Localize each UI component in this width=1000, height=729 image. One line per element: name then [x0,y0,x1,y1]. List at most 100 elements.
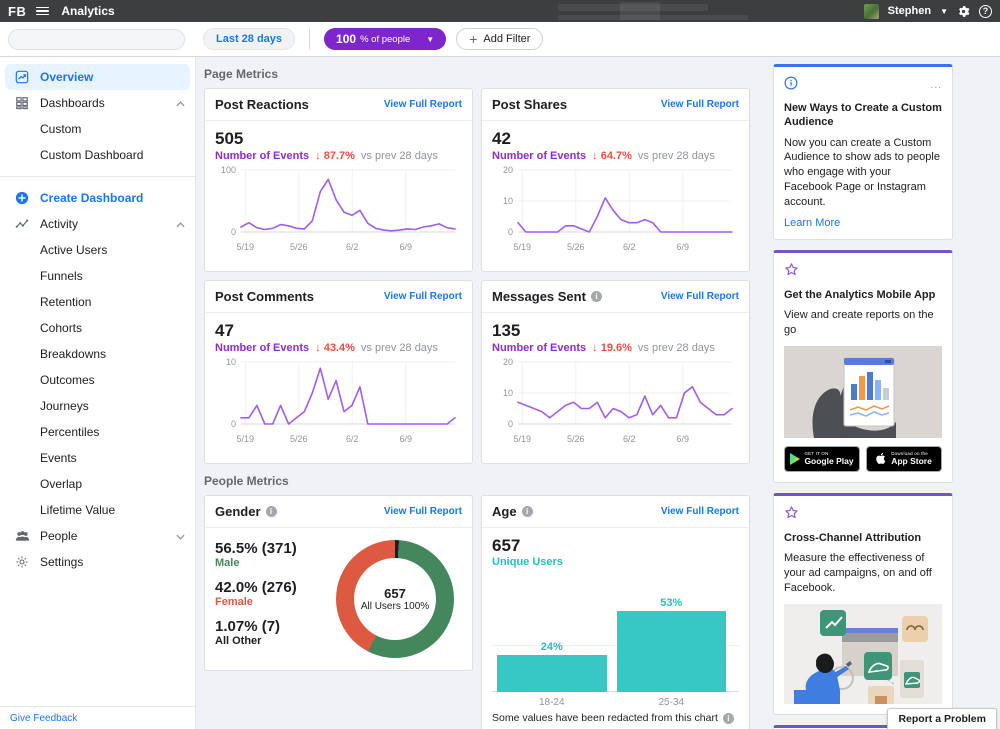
card-title: Gender i [215,504,277,519]
view-full-report-link[interactable]: View Full Report [660,99,739,110]
svg-text:6/2: 6/2 [623,242,636,252]
sidebar-item-label: Overview [40,70,94,84]
info-icon[interactable]: i [722,712,734,724]
hamburger-menu-icon[interactable] [36,6,50,16]
card-menu-button[interactable]: ... [930,79,942,91]
metric-compare: vs prev 28 days [360,342,438,354]
svg-text:5/19: 5/19 [237,434,255,444]
google-play-badge[interactable]: GET IT ON Google Play [784,445,860,472]
learn-more-link[interactable]: Learn More [784,216,841,229]
legend-label: Female [215,596,253,608]
sidebar-item-settings[interactable]: Settings [0,549,195,575]
svg-text:5/19: 5/19 [514,434,532,444]
header-artifact [558,4,708,11]
bar-category-label: 25-34 [658,697,685,708]
people-icon [14,530,30,543]
view-full-report-link[interactable]: View Full Report [383,291,462,302]
sidebar-item-lifetime-value[interactable]: Lifetime Value [0,497,195,523]
info-circle-icon [784,76,798,95]
sidebar-item-outcomes[interactable]: Outcomes [0,367,195,393]
user-menu[interactable]: Stephen [887,5,932,17]
messages-sent-card: Messages Sent i View Full Report 135 Numb… [481,280,750,464]
info-icon[interactable]: i [521,506,533,517]
post-reactions-card: Post Reactions View Full Report 505 Numb… [204,88,473,272]
date-range-button[interactable]: Last 28 days [203,28,296,50]
legend-label: Male [215,557,240,569]
svg-text:6/2: 6/2 [346,434,359,444]
report-problem-button[interactable]: Report a Problem [887,708,997,729]
metric-delta: ↓ 43.4% [315,342,355,354]
sidebar-item-dashboards[interactable]: Dashboards [0,90,195,116]
view-full-report-link[interactable]: View Full Report [660,291,739,302]
help-icon[interactable]: ? [979,4,992,18]
info-icon[interactable]: i [265,506,277,517]
app-store-badge[interactable]: Download on the App Store [866,445,942,472]
apple-icon [876,453,886,465]
sidebar-item-cohorts[interactable]: Cohorts [0,315,195,341]
legend-percent: 42.0% (276) [215,579,297,596]
add-filter-button[interactable]: + Add Filter [456,28,544,50]
settings-gear-icon[interactable] [957,5,970,18]
header-artifact [620,2,660,20]
svg-text:10: 10 [503,196,513,206]
gridline [492,645,739,646]
chevron-down-icon [176,529,185,543]
rail-card-text: Measure the effectiveness of your ad cam… [784,552,932,594]
sidebar-item-journeys[interactable]: Journeys [0,393,195,419]
svg-text:6/9: 6/9 [400,242,413,252]
view-full-report-link[interactable]: View Full Report [660,506,739,517]
sidebar-item-custom[interactable]: Custom [0,116,195,142]
search-input[interactable] [8,28,185,50]
svg-text:100: 100 [221,165,236,175]
sidebar-item-label: Percentiles [40,425,100,439]
info-icon[interactable]: i [590,291,602,302]
legend-percent: 1.07% (7) [215,618,281,635]
mobile-app-illustration [784,345,942,438]
gender-legend-item-all-other: 1.07% (7) All Other [215,618,297,647]
post-shares-card: Post Shares View Full Report 42 Number o… [481,88,750,272]
sidebar-item-people[interactable]: People [0,523,195,549]
sidebar-item-overview[interactable]: Overview [5,64,190,90]
gender-legend-item-male: 56.5% (371) Male [215,540,297,569]
filter-toolbar: Last 28 days 100 % of people ▼ + Add Fil… [0,22,1000,57]
app-title: Analytics [61,4,115,18]
svg-text:5/26: 5/26 [567,242,585,252]
donut-center-value: 657 [384,586,406,601]
sidebar-item-activity[interactable]: Activity [0,211,195,237]
view-full-report-link[interactable]: View Full Report [383,506,462,517]
chevron-up-icon [176,217,185,231]
card-title: Post Shares [492,97,568,112]
sidebar-item-overlap[interactable]: Overlap [0,471,195,497]
dashboards-icon [14,96,30,110]
gender-card: Gender i View Full Report 56.5% (371) Male… [204,495,473,671]
sidebar-item-breakdowns[interactable]: Breakdowns [0,341,195,367]
sidebar-item-percentiles[interactable]: Percentiles [0,419,195,445]
svg-text:5/19: 5/19 [514,242,532,252]
bar-value-label: 53% [660,596,683,609]
svg-text:5/26: 5/26 [290,242,308,252]
metric-value: 135 [492,321,521,340]
svg-text:0: 0 [231,419,236,429]
sidebar-item-label: Lifetime Value [40,503,116,517]
view-full-report-link[interactable]: View Full Report [383,99,462,110]
sidebar-item-funnels[interactable]: Funnels [0,263,195,289]
svg-text:6/2: 6/2 [346,242,359,252]
segment-dropdown[interactable]: 100 % of people ▼ [324,28,447,50]
metric-label: Number of Events [492,342,587,354]
svg-text:10: 10 [503,388,513,398]
bar-category-label: 18-24 [538,697,565,708]
sidebar-item-active-users[interactable]: Active Users [0,237,195,263]
avatar[interactable] [863,3,879,19]
sidebar-item-create-dashboard[interactable]: Create Dashboard [0,185,195,211]
sidebar-item-retention[interactable]: Retention [0,289,195,315]
svg-text:6/9: 6/9 [400,434,413,444]
sidebar-item-custom-dashboard[interactable]: Custom Dashboard [0,142,195,168]
gender-donut-chart: 657 All Users 100% [336,540,454,658]
custom-audience-card: ... New Ways to Create a Custom Audience… [773,64,953,240]
legend-percent: 56.5% (371) [215,540,297,557]
fb-logo[interactable]: FB [8,3,27,19]
sidebar-item-events[interactable]: Events [0,445,195,471]
give-feedback-link[interactable]: Give Feedback [0,706,195,729]
line-chart: 5/19 5/26 6/2 6/9 0 10 [226,357,456,444]
svg-text:10: 10 [226,357,236,367]
